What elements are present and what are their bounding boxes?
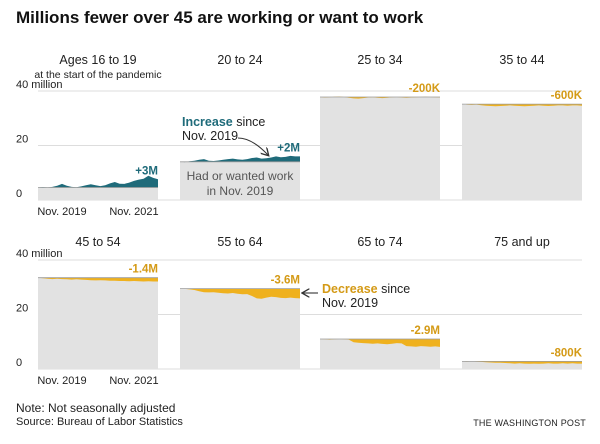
y-tick-label: 0 — [16, 357, 22, 369]
change-label: +3M — [135, 165, 158, 177]
panel-title: 65 to 74 — [357, 235, 402, 249]
x-tick-label: Nov. 2019 — [37, 375, 86, 387]
panel-55-to-64: 55 to 64 -3.6M — [180, 235, 300, 369]
baseline-annotation: Had or wanted work — [187, 169, 295, 183]
panel-title: 25 to 34 — [357, 53, 402, 67]
panel-ages-16-to-19: Ages 16 to 19 +3M — [38, 53, 158, 200]
panel-title: 45 to 54 — [75, 235, 120, 249]
change-label: +2M — [277, 142, 300, 154]
y-tick-label: 40 million — [16, 248, 62, 260]
chart-title: Millions fewer over 45 are working or wa… — [16, 8, 424, 27]
y-tick-label: 20 — [16, 134, 28, 146]
change-band — [38, 277, 158, 282]
change-label: -200K — [409, 83, 441, 95]
panel-20-to-24: 20 to 24 +2M — [180, 53, 300, 200]
panel-65-to-74: 65 to 74 -2.9M — [320, 235, 440, 369]
panel-35-to-44: 35 to 44 -600K — [462, 53, 583, 200]
change-label: -1.4M — [129, 264, 158, 276]
change-label: -800K — [551, 347, 583, 359]
x-tick-label: Nov. 2021 — [109, 206, 158, 218]
increase-annotation-date: Nov. 2019 — [182, 129, 238, 143]
change-band — [462, 361, 582, 364]
panel-title: 20 to 24 — [217, 53, 262, 67]
x-tick-label: Nov. 2019 — [37, 206, 86, 218]
increase-arrow — [237, 137, 268, 155]
baseline-area — [320, 339, 440, 369]
panel-title: Ages 16 to 19 — [59, 53, 136, 67]
increase-annotation-word: Increase — [182, 115, 233, 129]
change-band — [38, 175, 158, 188]
y-tick-label: 0 — [16, 188, 22, 200]
panel-title: 75 and up — [494, 235, 550, 249]
increase-annotation: Increase since — [182, 115, 265, 129]
panel-75-and-up: 75 and up -800K — [462, 235, 583, 369]
baseline-annotation-date: in Nov. 2019 — [207, 184, 274, 198]
change-band — [320, 339, 440, 347]
change-label: -600K — [551, 90, 583, 102]
baseline-area — [38, 277, 158, 369]
change-band — [180, 288, 300, 299]
x-tick-label: Nov. 2021 — [109, 375, 158, 387]
baseline-area — [462, 104, 582, 200]
baseline-area — [180, 288, 300, 369]
change-label: -2.9M — [411, 325, 440, 337]
y-tick-label: 20 — [16, 303, 28, 315]
panel-25-to-34: 25 to 34 -200K — [320, 53, 441, 200]
y-tick-label: 40 million — [16, 79, 62, 91]
decrease-annotation-rest: since — [378, 282, 411, 296]
chart-source: Source: Bureau of Labor Statistics — [16, 416, 183, 428]
panel-title: 55 to 64 — [217, 235, 262, 249]
change-label: -3.6M — [271, 275, 300, 287]
increase-annotation-rest: since — [233, 115, 266, 129]
panel-subtitle: at the start of the pandemic — [34, 69, 161, 81]
baseline-area — [180, 161, 300, 200]
chart-note: Note: Not seasonally adjusted — [16, 401, 176, 415]
panel-title: 35 to 44 — [499, 53, 544, 67]
publisher-credit: THE WASHINGTON POST — [473, 418, 586, 428]
change-band — [462, 104, 582, 107]
baseline-area — [38, 187, 158, 200]
decrease-annotation-word: Decrease — [322, 282, 378, 296]
baseline-area — [320, 97, 440, 200]
decrease-annotation-date: Nov. 2019 — [322, 296, 378, 310]
decrease-annotation: Decrease since — [322, 282, 410, 296]
change-band — [180, 155, 300, 163]
panel-45-to-54: 45 to 54 -1.4M — [38, 235, 158, 369]
